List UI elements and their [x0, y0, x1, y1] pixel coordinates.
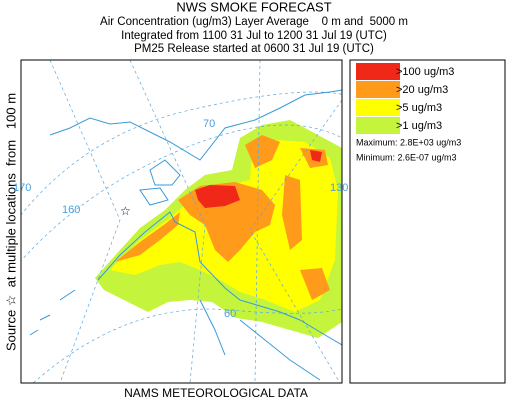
side-label: Source ☆ at multiple locations from 100 … [3, 93, 18, 351]
smoke-area [195, 150, 322, 208]
source-star: ☆ [120, 204, 131, 218]
coastline [29, 289, 321, 381]
legend-label: >5 ug/m3 [396, 102, 442, 114]
subtitle: PM25 Release started at 0600 31 Jul 19 (… [134, 43, 374, 55]
smoke-area [115, 212, 180, 262]
legend-label: >1 ug/m3 [396, 120, 442, 132]
footer: NAMS METEOROLOGICAL DATA [124, 386, 308, 400]
legend: Maximum: 2.8E+03 ug/m3 Minimum: 2.6E-07 … [349, 59, 506, 384]
legend-swatch [356, 81, 400, 98]
longitude-line [249, 99, 342, 383]
map: 70 170 160 60 130 ☆ [13, 59, 348, 384]
latitude-line [32, 308, 342, 383]
coastline [49, 89, 342, 161]
legend-swatch [356, 63, 400, 80]
subtitle: Integrated from 1100 31 Jul to 1200 31 J… [121, 30, 387, 42]
map-frame [20, 59, 343, 384]
legend-label: >20 ug/m3 [396, 84, 448, 96]
subtitle: Air Concentration (ug/m3) Layer Average … [100, 16, 408, 28]
map-label: 60 [224, 308, 236, 320]
longitude-line [49, 60, 121, 383]
map-label: 170 [13, 182, 31, 194]
map-label: 70 [203, 118, 215, 130]
latitude-line [21, 124, 342, 262]
map-label: 130 [330, 182, 348, 194]
legend-minimum: Minimum: 2.6E-07 ug/m3 [356, 152, 457, 162]
coastline [139, 159, 181, 206]
longitude-line [129, 60, 206, 383]
map-label: 160 [62, 204, 80, 216]
legend-label: >100 ug/m3 [396, 66, 454, 78]
legend-swatch [356, 99, 400, 116]
coastline [97, 211, 342, 346]
legend-swatch [356, 117, 400, 134]
latitude-line [21, 91, 342, 216]
legend-maximum: Maximum: 2.8E+03 ug/m3 [356, 137, 461, 147]
smoke-area [245, 135, 330, 300]
title: NWS SMOKE FORECAST [176, 0, 331, 14]
